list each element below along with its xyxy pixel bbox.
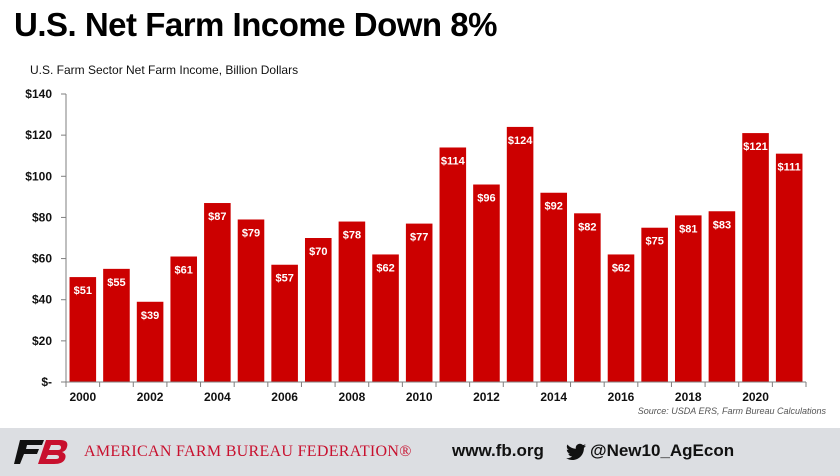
x-tick-label: 2008: [339, 390, 366, 404]
y-tick-label: $100: [25, 169, 52, 183]
x-tick-label: 2006: [271, 390, 298, 404]
x-tick-label: 2012: [473, 390, 500, 404]
bar: [775, 153, 803, 382]
data-label: $39: [141, 310, 159, 322]
x-tick-label: 2000: [69, 390, 96, 404]
bar: [506, 126, 534, 383]
data-label: $83: [713, 219, 731, 231]
bar: [607, 254, 635, 382]
y-tick-label: $60: [32, 252, 52, 266]
x-tick-label: 2018: [675, 390, 702, 404]
bar: [204, 203, 231, 382]
chart-subtitle: U.S. Farm Sector Net Farm Income, Billio…: [30, 63, 299, 77]
bar: [405, 223, 433, 382]
data-label: $51: [74, 285, 92, 297]
bar: [439, 147, 467, 382]
bar: [372, 254, 399, 382]
x-tick-label: 2004: [204, 390, 231, 404]
fb-logo-icon: [14, 440, 68, 464]
data-label: $62: [612, 262, 630, 274]
bar: [574, 213, 601, 382]
bar: [103, 268, 130, 382]
data-label: $79: [242, 227, 260, 239]
bar: [540, 192, 568, 382]
bar: [304, 238, 332, 382]
bar: [674, 215, 702, 382]
data-label: $57: [275, 273, 293, 285]
organization-name: AMERICAN FARM BUREAU FEDERATION®: [84, 443, 412, 460]
x-tick-label: 2016: [608, 390, 635, 404]
y-tick-label: $20: [32, 334, 52, 348]
data-label: $61: [175, 265, 193, 277]
twitter-handle[interactable]: @New10_AgEcon: [590, 441, 735, 460]
data-label: $78: [343, 230, 361, 242]
bar: [69, 277, 97, 382]
data-label: $55: [107, 277, 125, 289]
data-label: $70: [309, 246, 327, 258]
x-tick-label: 2002: [137, 390, 164, 404]
data-label: $124: [508, 135, 533, 147]
bar: [170, 256, 198, 382]
data-label: $82: [578, 221, 596, 233]
bar: [708, 211, 736, 382]
y-tick-label: $140: [25, 87, 52, 101]
bar: [271, 264, 298, 382]
y-tick-label: $-: [41, 375, 52, 389]
bar: [136, 301, 164, 382]
bar: [473, 184, 500, 382]
data-label: $121: [743, 141, 767, 153]
bar-chart: $- $20 $40 $60 $80 $100 $120 $140 $51 $55 $39 $61 $8…: [25, 87, 807, 404]
twitter-bird-icon: [566, 443, 586, 460]
data-label: $77: [410, 232, 428, 244]
x-tick-label: 2010: [406, 390, 433, 404]
y-tick-label: $80: [32, 210, 52, 224]
data-label: $81: [679, 223, 697, 235]
data-label: $75: [645, 236, 663, 248]
source-note: Source: USDA ERS, Farm Bureau Calculatio…: [637, 406, 826, 416]
data-label: $96: [477, 193, 495, 205]
chart-title: U.S. Net Farm Income Down 8%: [14, 6, 497, 43]
y-tick-label: $40: [32, 293, 52, 307]
bar: [237, 219, 265, 382]
data-label: $114: [441, 155, 466, 167]
bar: [742, 133, 769, 382]
bar: [338, 221, 366, 382]
x-tick-label: 2020: [742, 390, 769, 404]
data-label: $87: [208, 211, 226, 223]
data-label: $62: [376, 262, 394, 274]
y-tick-label: $120: [25, 128, 52, 142]
data-label: $92: [545, 201, 563, 213]
website-link[interactable]: www.fb.org: [452, 441, 544, 460]
data-label: $111: [778, 162, 801, 174]
bar: [641, 227, 668, 382]
x-tick-label: 2014: [540, 390, 567, 404]
footer-bar: AMERICAN FARM BUREAU FEDERATION® www.fb.…: [0, 428, 840, 476]
